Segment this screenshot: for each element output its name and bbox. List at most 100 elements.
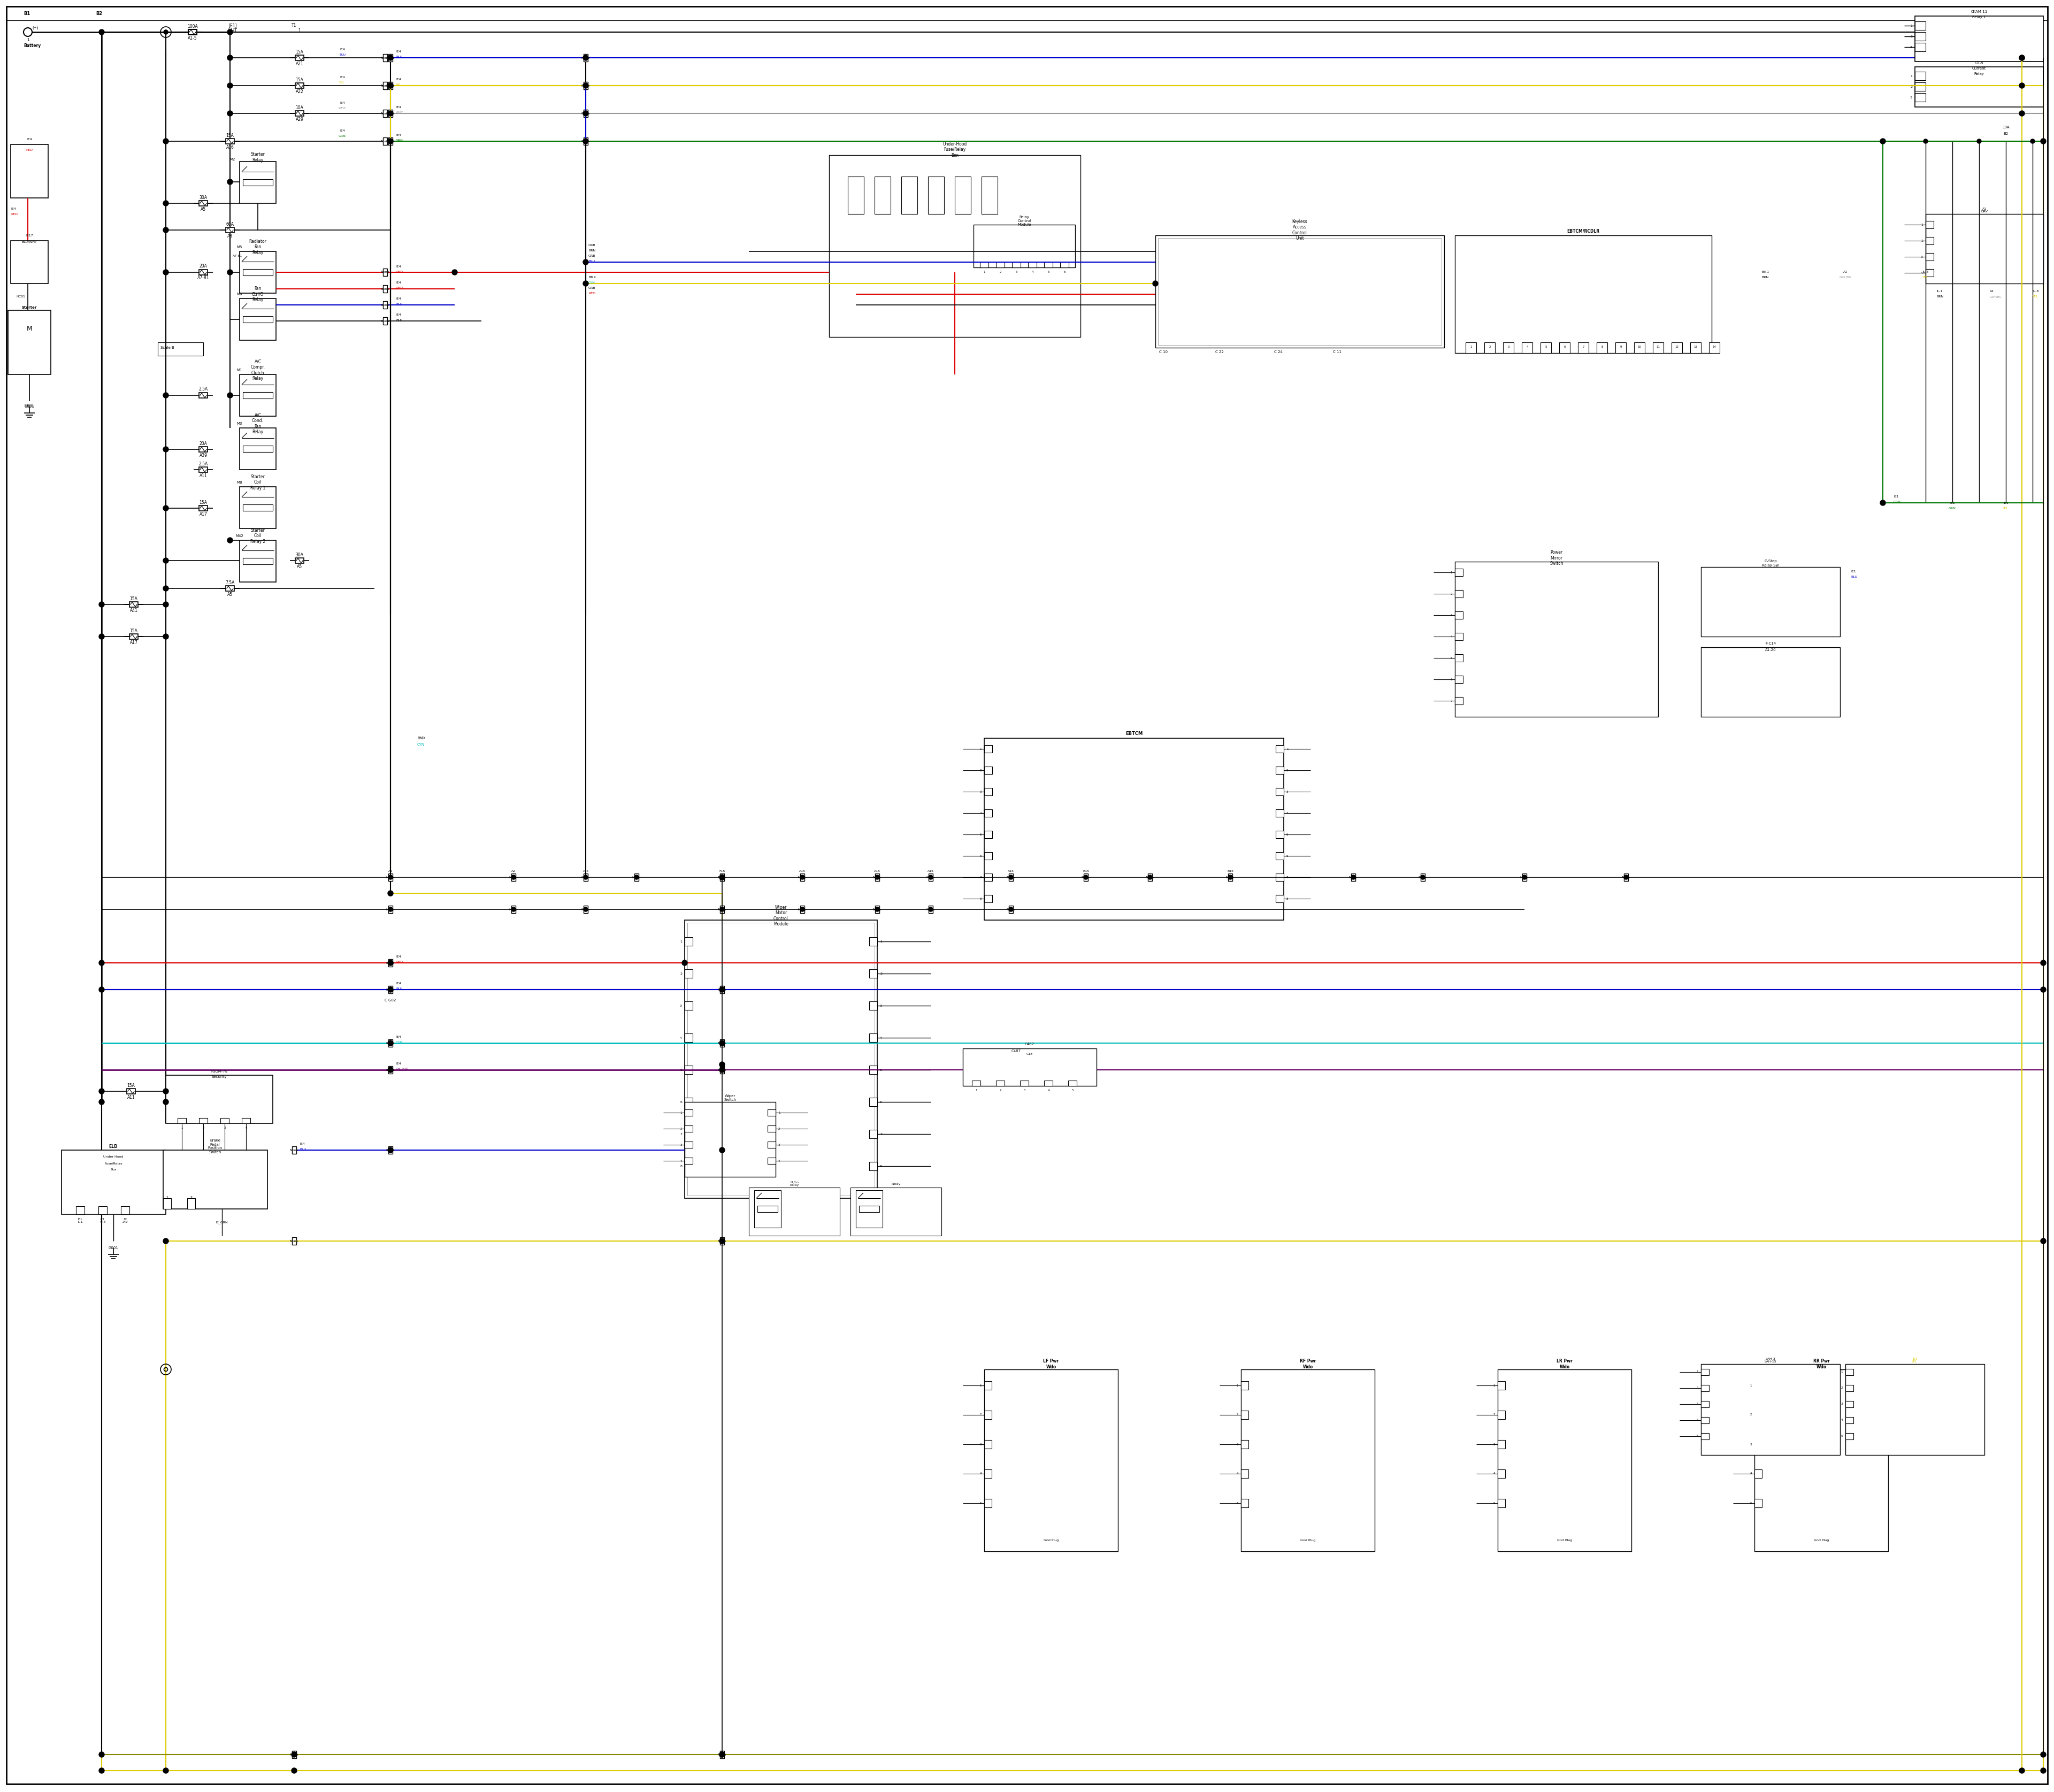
Text: A16: A16 [226, 145, 234, 149]
Text: GRY/BL: GRY/BL [1990, 296, 2003, 297]
Circle shape [2040, 961, 2046, 966]
Bar [1522, 873, 1526, 882]
Text: IE4: IE4 [300, 1142, 304, 1145]
Text: A11: A11 [199, 473, 207, 478]
Bar [242, 315, 273, 323]
Text: RED: RED [10, 213, 18, 215]
Text: A1-20: A1-20 [1764, 649, 1777, 652]
Bar [721, 1236, 725, 1245]
Circle shape [388, 82, 392, 88]
Circle shape [875, 907, 879, 912]
Text: None: None [386, 84, 394, 88]
Text: HC01: HC01 [16, 296, 25, 297]
Bar [721, 873, 725, 882]
Circle shape [719, 1753, 725, 1758]
Bar [1701, 1401, 1709, 1407]
Circle shape [719, 1041, 725, 1047]
Bar [1927, 253, 1933, 260]
Bar [242, 392, 273, 398]
Text: None: None [926, 876, 935, 878]
Bar [1454, 590, 1462, 597]
Bar [984, 831, 992, 839]
Circle shape [2040, 138, 2046, 143]
Bar [1154, 235, 1444, 348]
Bar [1540, 342, 1551, 353]
Text: A21: A21 [296, 61, 304, 66]
Bar [1927, 220, 1933, 228]
Bar [388, 873, 392, 882]
Circle shape [388, 56, 392, 61]
Bar [869, 937, 877, 946]
Bar [1701, 1417, 1709, 1423]
Text: Security: Security [212, 1075, 228, 1079]
Text: 4: 4 [1920, 271, 1923, 274]
Text: None: None [380, 84, 390, 88]
Text: 2: 2 [189, 1195, 191, 1199]
Circle shape [511, 874, 516, 880]
Circle shape [452, 269, 458, 274]
Text: Starter
Relay: Starter Relay [251, 152, 265, 163]
Text: B2: B2 [97, 11, 103, 16]
Text: IE4: IE4 [339, 77, 345, 79]
Text: 5: 5 [879, 1068, 881, 1072]
Text: RED: RED [27, 149, 33, 151]
Bar [1754, 1369, 1888, 1552]
Circle shape [583, 56, 587, 61]
Text: 2: 2 [680, 973, 682, 975]
Bar [869, 1098, 877, 1106]
Circle shape [2040, 1238, 2046, 1244]
Bar [684, 1125, 692, 1133]
Circle shape [99, 1753, 105, 1758]
Text: 6: 6 [879, 1100, 881, 1104]
Bar [121, 1206, 129, 1215]
Text: WHT: WHT [396, 111, 405, 115]
Text: IE17: IE17 [27, 235, 33, 237]
Text: A5: A5 [298, 564, 302, 568]
Text: None: None [581, 140, 589, 143]
Bar [1276, 767, 1284, 774]
Bar [721, 1039, 725, 1047]
Bar [1485, 342, 1495, 353]
Text: None: None [926, 909, 935, 910]
Bar [199, 201, 207, 206]
Text: (+): (+) [33, 27, 39, 29]
Text: None: None [581, 876, 589, 878]
Text: A17: A17 [129, 640, 138, 645]
Text: IE4: IE4 [10, 208, 16, 210]
Text: A 4: A 4 [583, 869, 587, 873]
Text: None: None [717, 1753, 727, 1756]
Bar [129, 602, 138, 607]
Text: B15: B15 [1082, 869, 1089, 873]
Text: Battery: Battery [23, 43, 41, 48]
Circle shape [292, 1769, 298, 1774]
Text: IE4: IE4 [27, 138, 33, 140]
Text: None: None [797, 876, 807, 878]
Bar [382, 285, 388, 292]
Bar [583, 138, 587, 145]
Bar [1497, 1382, 1506, 1391]
Bar [382, 301, 388, 308]
Bar [1241, 1469, 1249, 1478]
Bar [1596, 342, 1608, 353]
Circle shape [2019, 82, 2025, 88]
Text: A7-81: A7-81 [197, 276, 210, 281]
Text: 60A: 60A [226, 222, 234, 226]
Circle shape [99, 1769, 105, 1774]
Circle shape [388, 987, 392, 993]
Bar [199, 1118, 207, 1124]
Bar [982, 177, 998, 213]
Text: None: None [717, 1068, 727, 1072]
Text: 2: 2 [879, 973, 881, 975]
Bar [1454, 561, 1658, 717]
Circle shape [1879, 500, 1886, 505]
Circle shape [719, 874, 725, 880]
Text: 1: 1 [1910, 25, 1912, 27]
Bar [1021, 1081, 1029, 1086]
Bar [226, 138, 234, 143]
Bar [382, 109, 388, 116]
Bar [242, 504, 273, 511]
Text: 100A: 100A [187, 23, 197, 29]
Bar [1276, 810, 1284, 817]
Text: A1: A1 [388, 869, 392, 873]
Bar [242, 1118, 251, 1124]
